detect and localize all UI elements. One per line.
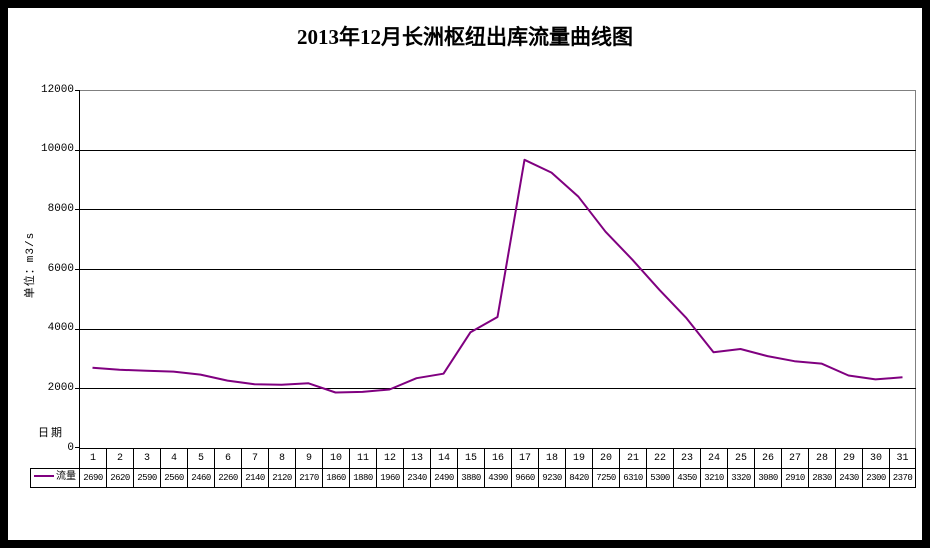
flow-value-cell: 4390 xyxy=(484,468,511,488)
y-tick-label: 0 xyxy=(67,441,74,454)
flow-value-cell: 3880 xyxy=(457,468,484,488)
day-header-cell: 5 xyxy=(187,448,214,468)
y-tick-label: 10000 xyxy=(40,143,74,156)
flow-value-cell: 2340 xyxy=(403,468,430,488)
day-header-cell: 12 xyxy=(376,448,403,468)
y-tick-label: 4000 xyxy=(47,322,74,335)
y-tick-label: 8000 xyxy=(47,202,74,215)
day-header-cell: 16 xyxy=(484,448,511,468)
day-header-cell: 15 xyxy=(457,448,484,468)
flow-value-cell: 5300 xyxy=(646,468,673,488)
flow-value-cell: 2590 xyxy=(133,468,160,488)
flow-value-cell: 2690 xyxy=(79,468,106,488)
chart-title: 2013年12月长洲枢纽出库流量曲线图 xyxy=(297,25,633,49)
flow-value-cell: 6310 xyxy=(619,468,646,488)
flow-value-cell: 3080 xyxy=(754,468,781,488)
flow-value-cell: 2830 xyxy=(808,468,835,488)
day-header-cell: 7 xyxy=(241,448,268,468)
data-table: 1 2 3 4 5 6 7 8 9 10 11 12 13 14 15 16 17 18 19 20 21 22 23 24 2… xyxy=(30,448,916,488)
day-header-cell: 6 xyxy=(214,448,241,468)
day-header-cell: 22 xyxy=(646,448,673,468)
day-header-cell: 11 xyxy=(349,448,376,468)
flow-value-cell: 2170 xyxy=(295,468,322,488)
x-axis-title: 日期 xyxy=(38,428,64,440)
flow-value-cell: 8420 xyxy=(565,468,592,488)
day-header-cell: 26 xyxy=(754,448,781,468)
day-header-cell: 29 xyxy=(835,448,862,468)
flow-value-cell: 1960 xyxy=(376,468,403,488)
flow-value-cell: 2300 xyxy=(862,468,889,488)
flow-value-cell: 1880 xyxy=(349,468,376,488)
flow-value-cell: 9660 xyxy=(511,468,538,488)
flow-value-cell: 2490 xyxy=(430,468,457,488)
day-header-cell: 10 xyxy=(322,448,349,468)
day-header-cell: 31 xyxy=(889,448,916,468)
legend-cell: 流量 xyxy=(30,468,79,488)
day-header-cell: 2 xyxy=(106,448,133,468)
day-header-cell: 3 xyxy=(133,448,160,468)
day-header-cell: 20 xyxy=(592,448,619,468)
day-header-cell: 28 xyxy=(808,448,835,468)
day-header-cell: 9 xyxy=(295,448,322,468)
day-header-cell: 13 xyxy=(403,448,430,468)
legend-series-label: 流量 xyxy=(56,472,76,483)
day-header-cell: 4 xyxy=(160,448,187,468)
flow-value-cell: 2140 xyxy=(241,468,268,488)
day-header-cell: 25 xyxy=(727,448,754,468)
flow-value-cell: 3320 xyxy=(727,468,754,488)
flow-value-cell: 7250 xyxy=(592,468,619,488)
flow-value-cell: 2370 xyxy=(889,468,916,488)
flow-value-cell: 2460 xyxy=(187,468,214,488)
day-header-cell: 21 xyxy=(619,448,646,468)
flow-line-series xyxy=(92,158,903,394)
flow-value-cell: 2260 xyxy=(214,468,241,488)
flow-value-cell: 2430 xyxy=(835,468,862,488)
day-header-cell: 24 xyxy=(700,448,727,468)
flow-value-cell: 9230 xyxy=(538,468,565,488)
y-tick-label: 2000 xyxy=(47,381,74,394)
flow-value-cell: 1860 xyxy=(322,468,349,488)
flow-value-cell: 2560 xyxy=(160,468,187,488)
day-header-cell: 1 xyxy=(79,448,106,468)
day-header-cell: 8 xyxy=(268,448,295,468)
plot-area xyxy=(75,90,916,448)
day-header-cell: 18 xyxy=(538,448,565,468)
day-header-cell: 14 xyxy=(430,448,457,468)
day-header-cell: 30 xyxy=(862,448,889,468)
y-tick-label: 12000 xyxy=(40,83,74,96)
day-header-cell: 27 xyxy=(781,448,808,468)
flow-value-cell: 2620 xyxy=(106,468,133,488)
flow-value-cell: 4350 xyxy=(673,468,700,488)
y-tick-label: 6000 xyxy=(47,262,74,275)
day-header-cell: 23 xyxy=(673,448,700,468)
legend-line-icon xyxy=(34,475,54,478)
day-header-cell: 19 xyxy=(565,448,592,468)
day-header-cell: 17 xyxy=(511,448,538,468)
flow-value-cell: 2120 xyxy=(268,468,295,488)
flow-value-cell: 2910 xyxy=(781,468,808,488)
table-corner-spacer xyxy=(30,448,79,468)
y-axis-tick-labels: 0 2000 4000 6000 8000 10000 12000 xyxy=(8,84,74,454)
flow-value-cell: 3210 xyxy=(700,468,727,488)
